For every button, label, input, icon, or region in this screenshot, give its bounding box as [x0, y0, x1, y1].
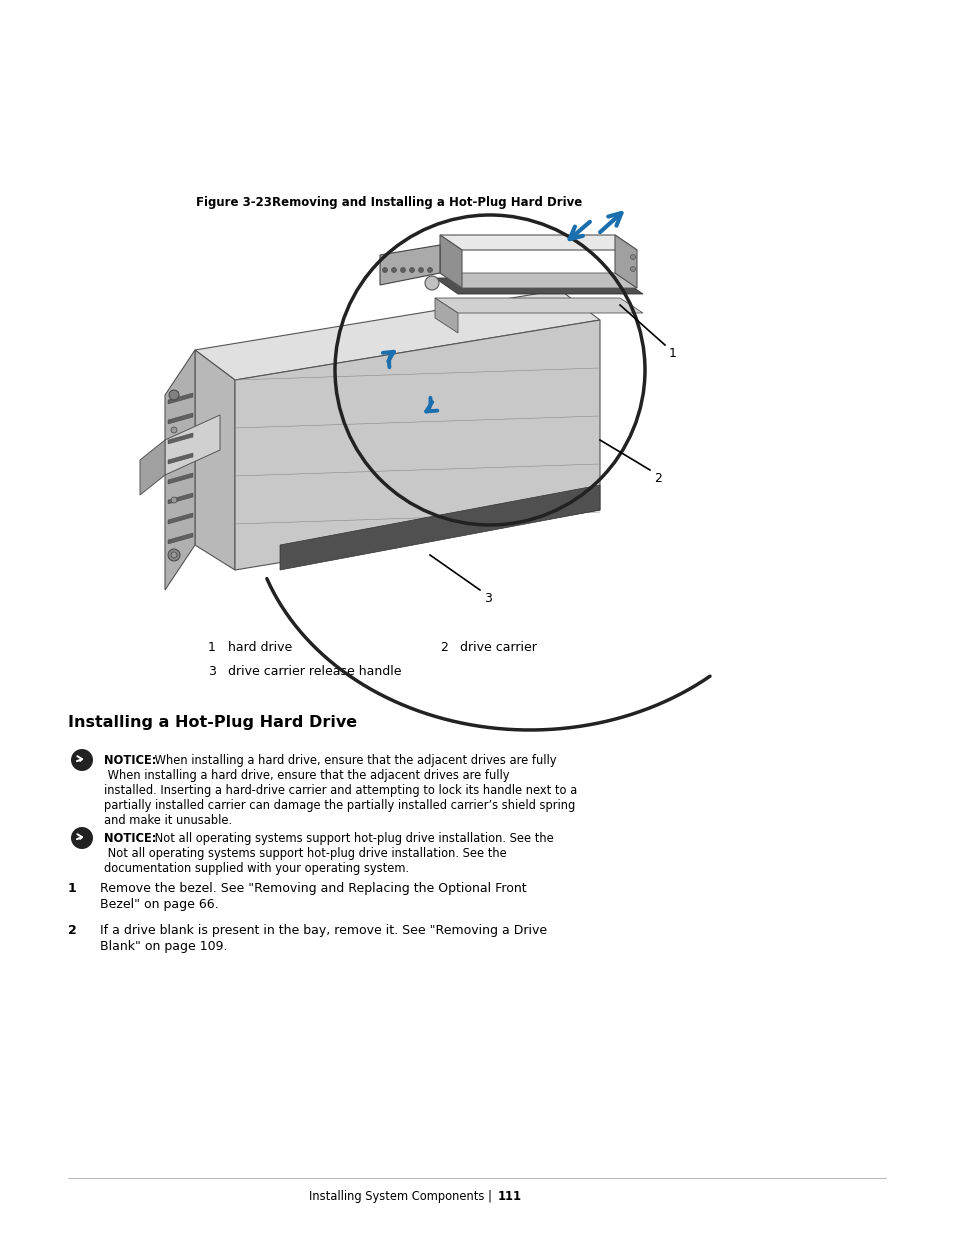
Text: documentation supplied with your operating system.: documentation supplied with your operati… — [104, 862, 409, 876]
Text: 2: 2 — [439, 641, 447, 655]
Text: Not all operating systems support hot-plug drive installation. See the: Not all operating systems support hot-pl… — [104, 847, 506, 860]
Polygon shape — [435, 298, 642, 312]
Text: 1: 1 — [68, 882, 76, 895]
Circle shape — [400, 268, 405, 273]
Polygon shape — [615, 235, 637, 288]
Text: NOTICE:: NOTICE: — [104, 755, 156, 767]
Circle shape — [171, 496, 177, 503]
Polygon shape — [439, 235, 461, 288]
Circle shape — [168, 550, 180, 561]
Text: 3: 3 — [208, 664, 215, 678]
Polygon shape — [168, 453, 193, 464]
Text: If a drive blank is present in the bay, remove it. See "Removing a Drive: If a drive blank is present in the bay, … — [100, 924, 547, 937]
Text: 2: 2 — [68, 924, 76, 937]
Polygon shape — [194, 290, 599, 380]
Text: 111: 111 — [497, 1191, 521, 1203]
Polygon shape — [439, 273, 637, 288]
Polygon shape — [435, 298, 457, 333]
Polygon shape — [168, 393, 193, 404]
Circle shape — [171, 427, 177, 433]
Text: When installing a hard drive, ensure that the adjacent drives are fully: When installing a hard drive, ensure tha… — [104, 769, 509, 782]
Circle shape — [409, 268, 414, 273]
Text: and make it unusable.: and make it unusable. — [104, 814, 232, 827]
Polygon shape — [168, 493, 193, 504]
Text: Remove the bezel. See "Removing and Replacing the Optional Front: Remove the bezel. See "Removing and Repl… — [100, 882, 526, 895]
Circle shape — [171, 552, 177, 558]
Circle shape — [424, 275, 438, 290]
Text: partially installed carrier can damage the partially installed carrier’s shield : partially installed carrier can damage t… — [104, 799, 575, 811]
Polygon shape — [165, 350, 194, 590]
Polygon shape — [168, 534, 193, 543]
Text: 1: 1 — [208, 641, 215, 655]
Text: drive carrier release handle: drive carrier release handle — [228, 664, 401, 678]
Polygon shape — [194, 350, 234, 571]
Text: Installing a Hot-Plug Hard Drive: Installing a Hot-Plug Hard Drive — [68, 715, 356, 730]
Text: installed. Inserting a hard-drive carrier and attempting to lock its handle next: installed. Inserting a hard-drive carrie… — [104, 784, 577, 797]
Text: |: | — [488, 1191, 492, 1203]
Polygon shape — [165, 415, 220, 475]
Circle shape — [418, 268, 423, 273]
Text: hard drive: hard drive — [228, 641, 292, 655]
Circle shape — [391, 268, 396, 273]
Text: Blank" on page 109.: Blank" on page 109. — [100, 940, 227, 953]
Polygon shape — [140, 440, 165, 495]
Circle shape — [71, 827, 92, 848]
Text: Installing System Components: Installing System Components — [309, 1191, 483, 1203]
Circle shape — [382, 268, 387, 273]
Polygon shape — [168, 513, 193, 524]
Text: NOTICE:: NOTICE: — [104, 832, 156, 845]
Text: 3: 3 — [483, 592, 492, 605]
Polygon shape — [439, 235, 637, 249]
Text: Figure 3-23.: Figure 3-23. — [195, 196, 276, 209]
Polygon shape — [168, 412, 193, 424]
Polygon shape — [435, 278, 642, 294]
Circle shape — [169, 390, 179, 400]
Polygon shape — [379, 245, 439, 285]
Polygon shape — [168, 433, 193, 445]
Text: Not all operating systems support hot-plug drive installation. See the: Not all operating systems support hot-pl… — [151, 832, 553, 845]
Text: 2: 2 — [654, 472, 661, 485]
Circle shape — [71, 748, 92, 771]
Circle shape — [630, 267, 635, 272]
Polygon shape — [168, 473, 193, 484]
Text: Removing and Installing a Hot-Plug Hard Drive: Removing and Installing a Hot-Plug Hard … — [272, 196, 581, 209]
Circle shape — [630, 254, 635, 259]
Text: 1: 1 — [668, 347, 677, 359]
Circle shape — [427, 268, 432, 273]
Text: drive carrier: drive carrier — [459, 641, 537, 655]
Text: Bezel" on page 66.: Bezel" on page 66. — [100, 898, 218, 911]
Polygon shape — [280, 485, 599, 571]
Polygon shape — [234, 320, 599, 571]
Text: When installing a hard drive, ensure that the adjacent drives are fully: When installing a hard drive, ensure tha… — [151, 755, 556, 767]
